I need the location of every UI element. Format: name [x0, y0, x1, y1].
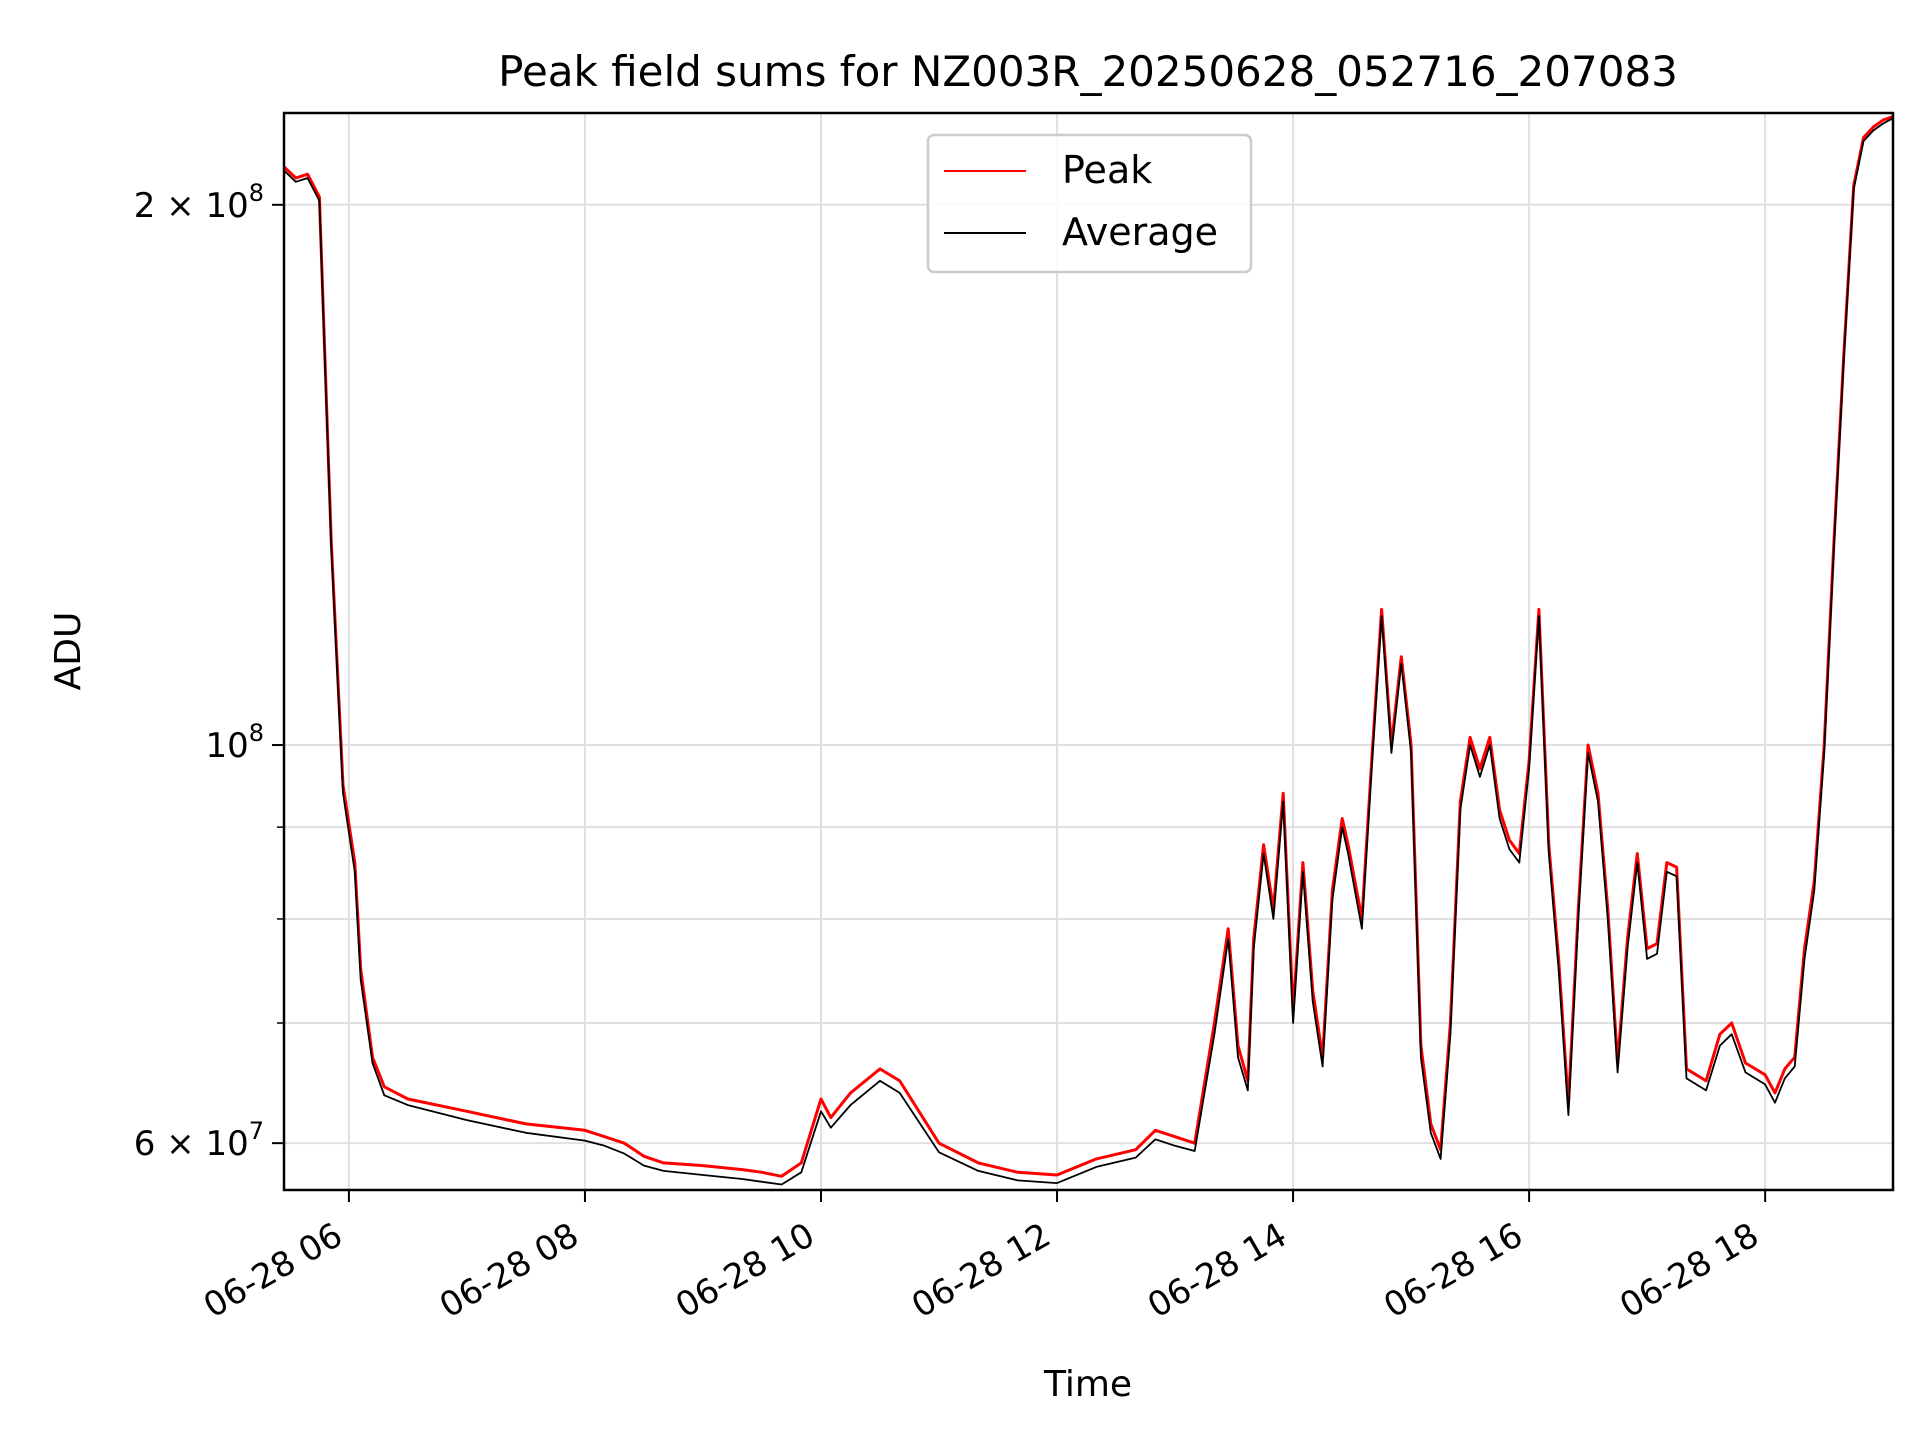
- series-lines: [284, 115, 1893, 1186]
- legend: Peak Average: [926, 133, 1253, 274]
- plot-frame: [282, 111, 1895, 1192]
- y-axis-label: ADU: [48, 612, 89, 691]
- y-tick-label: 6 × 107: [134, 1117, 264, 1164]
- legend-box: [926, 133, 1253, 274]
- chart-title: Peak field sums for NZ003R_20250628_0527…: [498, 47, 1678, 96]
- legend-label-average: Average: [1062, 210, 1218, 254]
- legend-label-peak: Peak: [1062, 148, 1152, 192]
- series-line-average: [284, 117, 1893, 1186]
- y-tick-label: 2 × 108: [134, 179, 264, 226]
- series-line-peak: [284, 115, 1893, 1178]
- y-tick-label: 108: [205, 719, 264, 766]
- x-axis-label: Time: [1043, 1364, 1132, 1405]
